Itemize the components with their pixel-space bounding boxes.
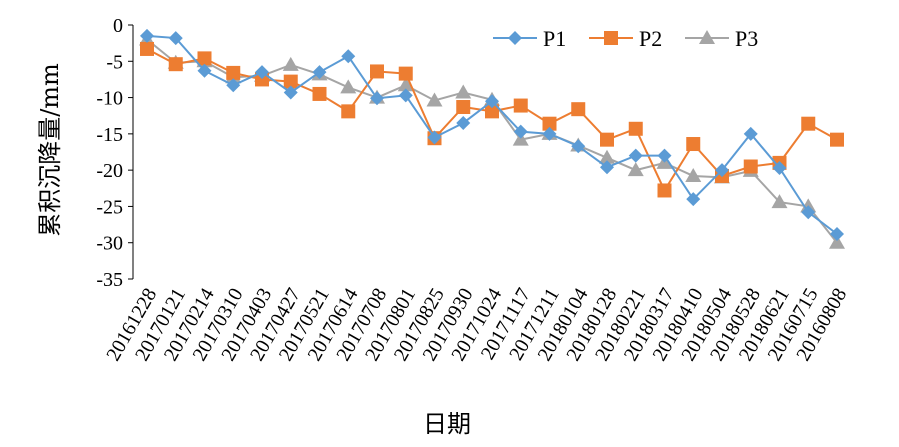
data-point-p1: [370, 91, 384, 106]
legend-label: P2: [639, 26, 662, 51]
data-point-p1: [140, 28, 154, 43]
legend-marker: [604, 31, 618, 45]
series-line-p3: [146, 38, 838, 244]
data-point-p1: [743, 126, 758, 141]
legend-label: P1: [543, 26, 566, 51]
series-layer: [139, 28, 845, 249]
data-point-p1: [801, 205, 816, 220]
data-point-p1: [772, 160, 787, 175]
data-point-p2: [743, 159, 758, 174]
data-point-p2: [485, 104, 499, 119]
legend-marker: [699, 30, 715, 44]
data-point-p2: [456, 100, 471, 115]
data-point-p1: [657, 148, 672, 163]
legend-item-p3: P3: [685, 26, 758, 51]
series-line-p2: [146, 48, 838, 193]
data-point-p2: [341, 104, 356, 119]
data-point-p3: [455, 84, 472, 99]
y-tick-label: -5: [106, 51, 123, 73]
data-point-p2: [283, 74, 298, 89]
y-tick-label: -25: [96, 196, 123, 218]
data-point-p1: [485, 94, 499, 109]
data-point-p2: [657, 183, 672, 198]
data-point-p2: [226, 65, 241, 80]
data-point-p2: [686, 137, 701, 152]
data-point-p1: [628, 148, 643, 163]
data-point-p1: [715, 163, 729, 178]
data-point-p1: [686, 192, 701, 207]
y-tick-label: 0: [113, 15, 123, 37]
y-tick-label: -10: [96, 88, 123, 110]
data-point-p1: [168, 31, 183, 46]
data-point-p2: [197, 51, 212, 66]
legend: P1 P2 P3: [493, 26, 758, 51]
data-point-p1: [255, 65, 269, 80]
data-point-p2: [830, 132, 844, 147]
data-point-p1: [600, 160, 614, 175]
data-point-p1: [226, 78, 241, 93]
data-point-p3: [397, 77, 414, 92]
data-point-p2: [542, 116, 557, 131]
x-axis-title: 日期: [423, 410, 471, 438]
data-point-p1: [571, 139, 586, 154]
data-point-p2: [140, 41, 154, 56]
data-point-p2: [168, 57, 183, 72]
data-point-p2: [312, 86, 327, 101]
data-point-p1: [283, 85, 298, 100]
data-point-p2: [370, 64, 384, 79]
data-point-p3: [771, 194, 788, 209]
data-point-p3: [282, 56, 299, 71]
data-point-p1: [542, 126, 557, 141]
y-axis-title: 累积沉降量/mm: [36, 63, 64, 237]
series-line-p1: [146, 34, 838, 235]
data-point-p1: [341, 49, 356, 64]
data-point-p2: [255, 72, 269, 87]
y-tick-label: -20: [96, 160, 123, 182]
legend-label: P3: [735, 26, 758, 51]
data-point-p2: [628, 121, 643, 136]
series-p3: [139, 31, 845, 249]
axes: 0-5-10-15-20-25-30-352016122820170121201…: [96, 15, 851, 365]
data-point-p3: [599, 149, 615, 164]
data-point-p3: [340, 79, 357, 94]
legend-item-p1: P1: [493, 26, 566, 51]
series-p1: [140, 28, 844, 242]
data-point-p3: [685, 167, 702, 182]
data-point-p1: [456, 115, 471, 130]
data-point-p3: [829, 234, 845, 249]
y-tick-label: -15: [96, 124, 123, 146]
data-point-p1: [197, 63, 212, 78]
legend-item-p2: P2: [589, 26, 662, 51]
legend-marker: [508, 31, 522, 45]
data-point-p2: [600, 132, 614, 147]
data-point-p2: [513, 98, 528, 113]
data-point-p3: [627, 162, 644, 177]
y-tick-label: -35: [96, 269, 123, 291]
data-point-p1: [312, 65, 327, 80]
y-tick-label: -30: [96, 233, 123, 255]
data-point-p1: [398, 88, 413, 103]
data-point-p2: [571, 102, 586, 117]
data-point-p1: [830, 227, 844, 242]
data-point-p1: [427, 130, 442, 145]
data-point-p3: [426, 92, 443, 107]
data-point-p2: [801, 116, 816, 131]
data-point-p2: [398, 66, 413, 81]
data-point-p1: [513, 124, 528, 139]
